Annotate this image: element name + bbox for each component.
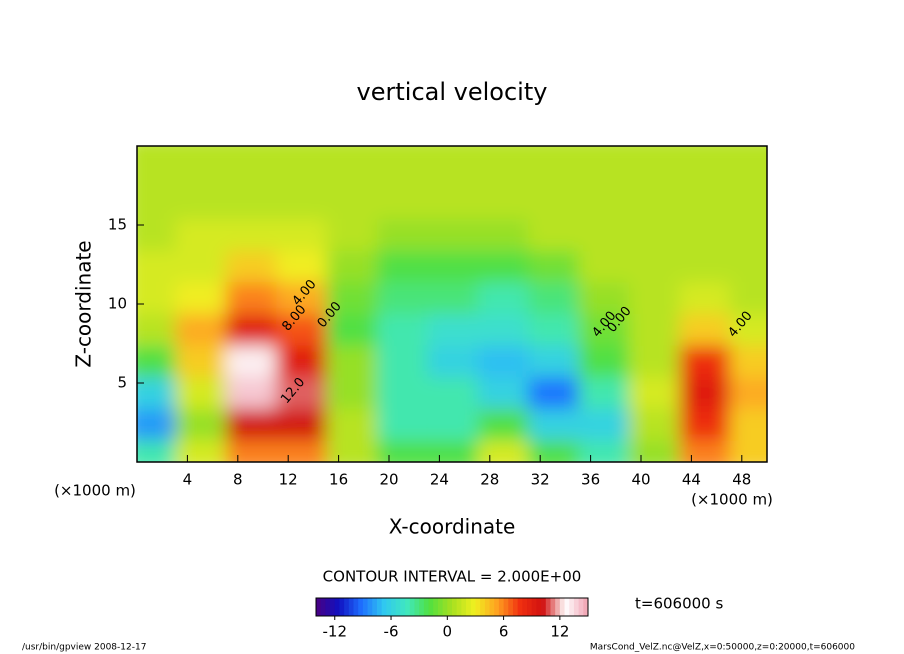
colorbar-swatch [320, 598, 326, 616]
colorbar-swatch [550, 598, 556, 616]
y-tick-label: 10 [108, 295, 127, 313]
x-tick-label: 24 [430, 471, 449, 489]
colorbar-swatch [362, 598, 369, 616]
footer-left: /usr/bin/gpview 2008-12-17 [22, 643, 146, 653]
colorbar-swatch [358, 598, 364, 616]
y-tick-label: 5 [117, 374, 127, 392]
colorbar-swatch [409, 598, 415, 616]
colorbar-swatch [559, 598, 566, 616]
colorbar-swatch [569, 598, 575, 616]
colorbar-swatch [555, 598, 561, 616]
y-label: Z-coordinate [72, 240, 96, 367]
colorbar-swatch [484, 598, 491, 616]
colorbar-swatch [461, 598, 467, 616]
colorbar-swatch [541, 598, 547, 616]
cell [729, 146, 767, 188]
colorbar-swatch [316, 598, 322, 616]
colorbar-swatch [503, 598, 509, 616]
x-tick-label: 4 [183, 471, 193, 489]
colorbar-swatch [489, 598, 495, 616]
x-tick-label: 16 [329, 471, 348, 489]
colorbar-swatch [452, 598, 458, 616]
colorbar-swatch [353, 598, 359, 616]
colorbar-tick-label: 12 [550, 623, 569, 641]
colorbar-swatch [395, 598, 401, 616]
x-tick-label: 48 [732, 471, 751, 489]
x-tick-label: 32 [531, 471, 550, 489]
colorbar-swatch [367, 598, 373, 616]
x-tick-label: 8 [233, 471, 243, 489]
colorbar-tick-label: 0 [443, 623, 453, 641]
colorbar-swatch [433, 598, 439, 616]
chart-title: vertical velocity [357, 78, 548, 106]
colorbar-swatch [344, 598, 350, 616]
colorbar-swatch [527, 598, 533, 616]
colorbar-swatch [386, 598, 392, 616]
x-tick-label: 44 [682, 471, 701, 489]
colorbar-swatch [466, 598, 472, 616]
colorbar-frame [315, 597, 589, 617]
cells [137, 146, 767, 462]
colorbar-swatch [334, 598, 340, 616]
footer-right: MarsCond_VelZ.nc@VelZ,x=0:50000,z=0:2000… [590, 643, 855, 653]
y-unit: (×1000 m) [54, 482, 136, 500]
colorbar-swatch [437, 598, 444, 616]
colorbar-swatch [419, 598, 425, 616]
x-tick-label: 12 [279, 471, 298, 489]
x-tick-label: 28 [480, 471, 499, 489]
x-tick-label: 20 [379, 471, 398, 489]
colorbar-swatch [381, 598, 387, 616]
colorbar-swatch [522, 598, 528, 616]
colorbar-swatch [475, 598, 481, 616]
colorbar-swatch [372, 598, 378, 616]
colorbar-swatch [494, 598, 500, 616]
colorbar-swatch [447, 598, 453, 616]
colorbar-swatch [578, 598, 584, 616]
colorbar-swatch [456, 598, 462, 616]
x-unit: (×1000 m) [691, 491, 773, 509]
colorbar-swatch [545, 598, 551, 616]
colorbar-swatch [517, 598, 523, 616]
time-label: t=606000 s [635, 595, 723, 613]
colorbar-swatch [583, 598, 589, 616]
colorbar-swatch [405, 598, 411, 616]
colorbar-swatch [348, 598, 355, 616]
colorbar-swatch [512, 598, 519, 616]
colorbar-swatch [391, 598, 397, 616]
colorbar-tick-label: -12 [323, 623, 348, 641]
colorbar-swatch [423, 598, 430, 616]
colorbar-swatch [325, 598, 331, 616]
colorbar-swatch [428, 598, 434, 616]
x-label: X-coordinate [389, 515, 516, 539]
x-tick-label: 36 [581, 471, 600, 489]
field [137, 146, 767, 462]
colorbar-tick-label: 6 [499, 623, 509, 641]
colorbar-swatch [470, 598, 476, 616]
colorbar-swatch [442, 598, 448, 616]
x-tick-label: 40 [631, 471, 650, 489]
colorbar-swatch [498, 598, 505, 616]
contour-interval: CONTOUR INTERVAL = 2.000E+00 [323, 568, 582, 586]
colorbar-swatch [508, 598, 514, 616]
colorbar-swatch [531, 598, 537, 616]
colorbar-swatch [400, 598, 406, 616]
colorbar-swatch [330, 598, 336, 616]
colorbar-swatch [480, 598, 486, 616]
colorbar-swatch [376, 598, 383, 616]
colorbar-swatch [564, 598, 570, 616]
colorbar-swatch [339, 598, 345, 616]
colorbar-swatch [536, 598, 542, 616]
y-tick-label: 15 [108, 216, 127, 234]
colorbar-swatch [573, 598, 580, 616]
colorbar-swatch [414, 598, 420, 616]
colorbar-tick-label: -6 [384, 623, 399, 641]
